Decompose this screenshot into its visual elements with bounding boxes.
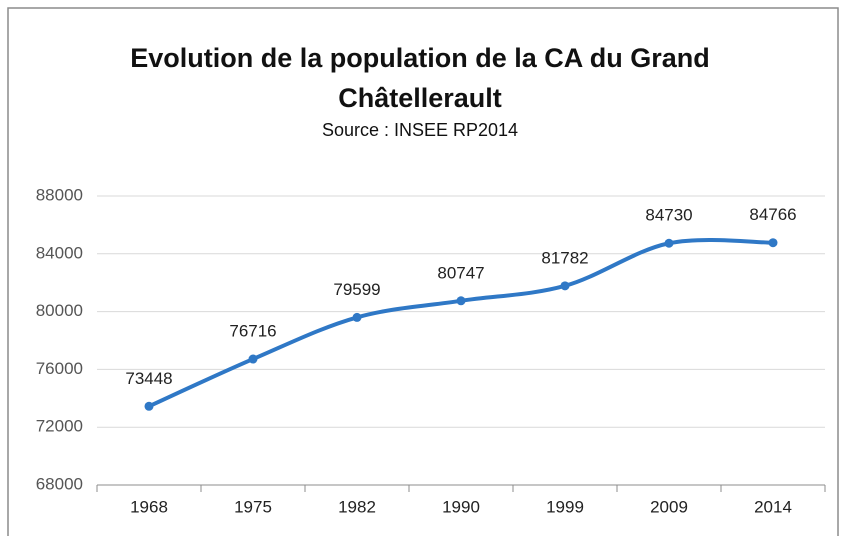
- chart-border: [7, 7, 839, 536]
- data-label: 84766: [749, 205, 796, 224]
- marker: [560, 281, 570, 291]
- data-label: 81782: [541, 248, 588, 267]
- x-tick-label: 1975: [234, 497, 272, 516]
- y-tick-label: 76000: [36, 359, 83, 378]
- marker: [352, 312, 362, 322]
- x-tick-label: 1968: [130, 497, 168, 516]
- x-tick-label: 2014: [754, 497, 792, 516]
- y-tick-label: 68000: [36, 474, 83, 493]
- data-label: 84730: [645, 206, 692, 225]
- y-tick-label: 88000: [36, 185, 83, 204]
- marker: [768, 238, 778, 248]
- chart-title: Evolution de la population de la CA du G…: [130, 43, 710, 113]
- data-label: 79599: [333, 280, 380, 299]
- y-tick-label: 80000: [36, 301, 83, 320]
- marker: [664, 238, 674, 248]
- x-tick-label: 1990: [442, 497, 480, 516]
- marker: [456, 296, 466, 306]
- chart-subtitle: Source : INSEE RP2014: [321, 120, 519, 140]
- y-tick-label: 72000: [36, 417, 83, 436]
- x-tick-label: 1982: [338, 497, 376, 516]
- marker: [144, 401, 154, 411]
- x-tick-label: 1999: [546, 497, 584, 516]
- data-label: 73448: [125, 369, 172, 388]
- marker: [248, 354, 258, 364]
- data-label: 76716: [229, 322, 276, 341]
- x-tick-label: 2009: [650, 497, 688, 516]
- y-tick-label: 84000: [36, 243, 83, 262]
- data-label: 80747: [437, 263, 484, 282]
